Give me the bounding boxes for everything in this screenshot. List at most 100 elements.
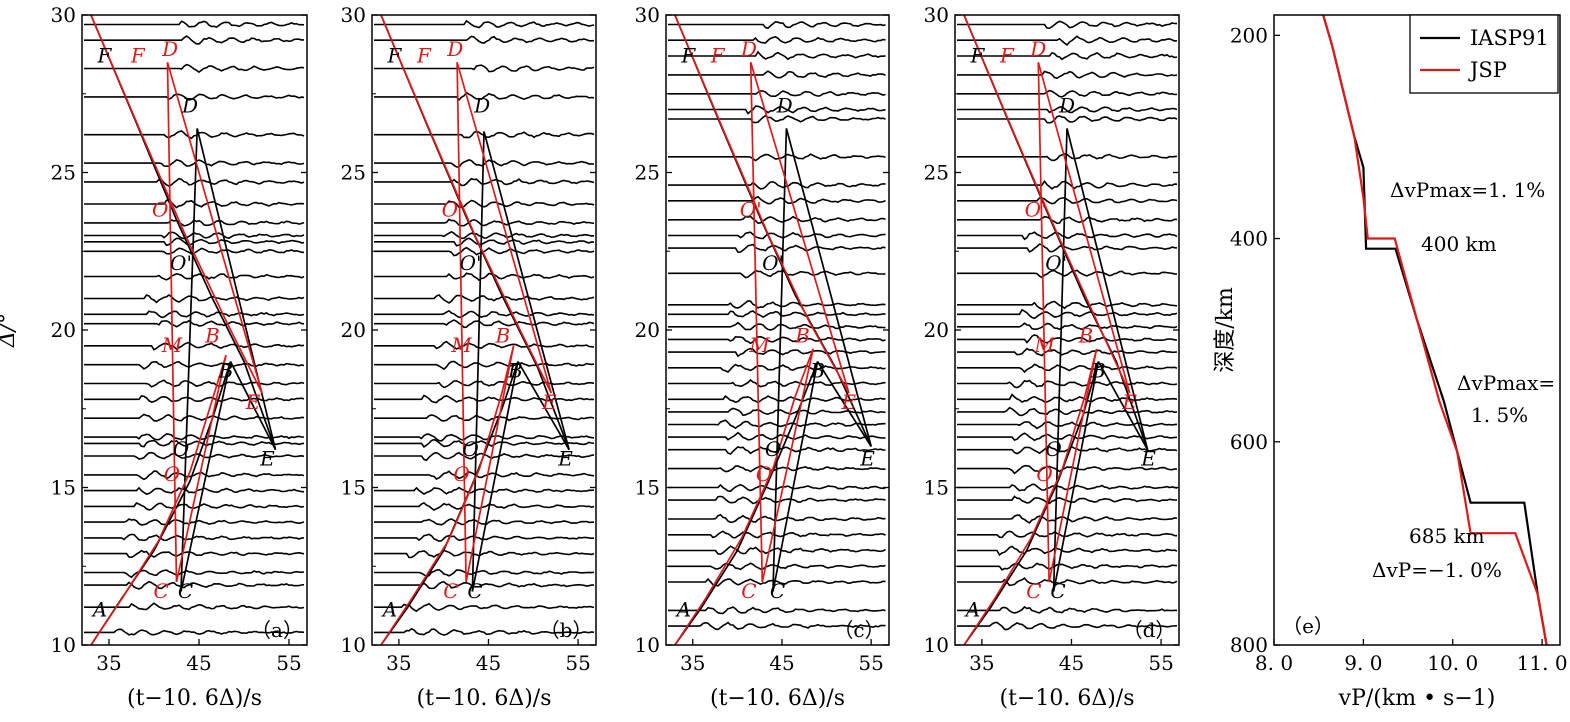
branch-label: D [181,94,198,118]
jsp-branch-cd [166,62,178,583]
seismic-trace [668,513,886,524]
branch-label: O [1036,462,1052,486]
jsp-branch-bc [1048,348,1098,583]
seismic-trace [957,464,1178,475]
branch-label: A [675,598,691,622]
annotation-dv-mid: ΔvPmax= [1457,371,1555,395]
seismic-trace [84,470,305,481]
seismic-trace [668,105,886,115]
x-tick-label: 55 [565,651,590,675]
seismic-trace [374,91,595,101]
seismic-trace [374,501,595,512]
branch-label: O' [152,198,174,222]
jsp-branch-ab [90,354,227,646]
iasp91-branch-be [816,361,872,447]
seismic-trace [84,439,305,448]
seismic-trace [84,602,305,611]
branch-label: O' [1045,251,1067,275]
branch-label: C [154,579,169,603]
x-tick-label: 35 [386,651,411,675]
iasp91-branch-cd [471,131,485,592]
jsp-branch-de [456,62,553,394]
seismic-trace [957,89,1178,98]
jsp-branch-cd [749,62,764,583]
seismic-trace [668,215,886,224]
seismic-trace [374,394,595,404]
seismic-trace [668,20,886,30]
y-tick-label: 15 [341,476,366,500]
seismic-trace [374,64,595,73]
y-tick-label: 25 [341,161,366,185]
seismic-trace [374,199,595,209]
seismic-trace [374,533,595,543]
seismic-trace [84,549,305,559]
y-tick-label: 400 [1230,227,1268,251]
seismic-trace [957,35,1178,46]
seismic-trace [957,334,1178,344]
branch-label: B [494,324,510,348]
branch-label: B [204,324,220,348]
seismic-trace [84,533,305,542]
iasp91-branch-detangent [483,131,570,450]
x-tick-label: 45 [476,651,501,675]
seismic-trace [668,419,886,430]
legend: IASP91 JSP [1409,14,1559,94]
jsp-branch-bc [465,345,515,583]
iasp91-branch-bc [772,361,819,592]
iasp91-branch-bc [1052,361,1100,592]
seismic-trace [84,341,305,351]
branch-label: D [161,37,178,61]
annotation-dv-mid-value: 1. 5% [1471,403,1528,427]
seismic-trace [84,413,305,422]
x-tick-label: 35 [96,651,121,675]
branch-label: O [453,462,469,486]
y-tick-label: 10 [635,633,660,657]
branch-label: O' [170,251,192,275]
seismic-trace [84,93,305,101]
seismic-trace [668,70,886,79]
branch-label: F [969,43,985,67]
jsp-branch-cd [1037,62,1050,583]
seismic-trace [84,580,305,590]
seismic-trace [374,294,595,304]
seismic-trace [668,347,886,358]
iasp91-branch-detangent [196,128,277,450]
branch-label: E [841,390,857,414]
jsp-branch-fe [90,14,263,394]
y-tick-label: 25 [635,161,660,185]
branch-label: C [178,579,193,603]
y-tick-label: 600 [1230,430,1268,454]
y-tick-label: 15 [924,476,949,500]
panel-label: （e） [1282,614,1334,638]
branch-label: A [381,598,397,622]
seismic-trace [668,243,886,254]
seismic-trace [84,294,305,304]
x-tick-label: 8. 0 [1255,651,1293,675]
x-tick-label: 11. 0 [1517,651,1568,675]
seismic-trace [957,115,1178,124]
seismic-trace [957,483,1178,492]
jsp-branch-de [749,62,850,394]
y-axis-label: 深度/km [1213,287,1238,373]
iasp91-branch-cd [1052,128,1068,592]
x-axis-label: (t−10. 6Δ)/s [416,686,551,711]
branch-label: E [259,446,275,470]
seismic-trace [668,621,886,631]
y-tick-label: 30 [51,3,76,27]
jsp-branch-fe [963,14,1131,394]
panel-label: （c） [833,618,884,642]
seismic-trace [84,35,304,45]
y-tick-label: 15 [635,476,660,500]
seismic-trace [957,20,1178,30]
jsp-branch-bc [761,348,815,583]
branch-label: M [1033,333,1055,357]
seismic-trace [374,177,595,187]
branch-label: C [467,579,482,603]
jsp-branch-ab [380,345,515,646]
branch-label: F [130,43,146,67]
x-axis-label: vP/(km • s−1) [1338,686,1496,711]
seismic-trace [374,380,595,389]
branch-label: O [164,462,180,486]
branch-label: B [1077,324,1093,348]
